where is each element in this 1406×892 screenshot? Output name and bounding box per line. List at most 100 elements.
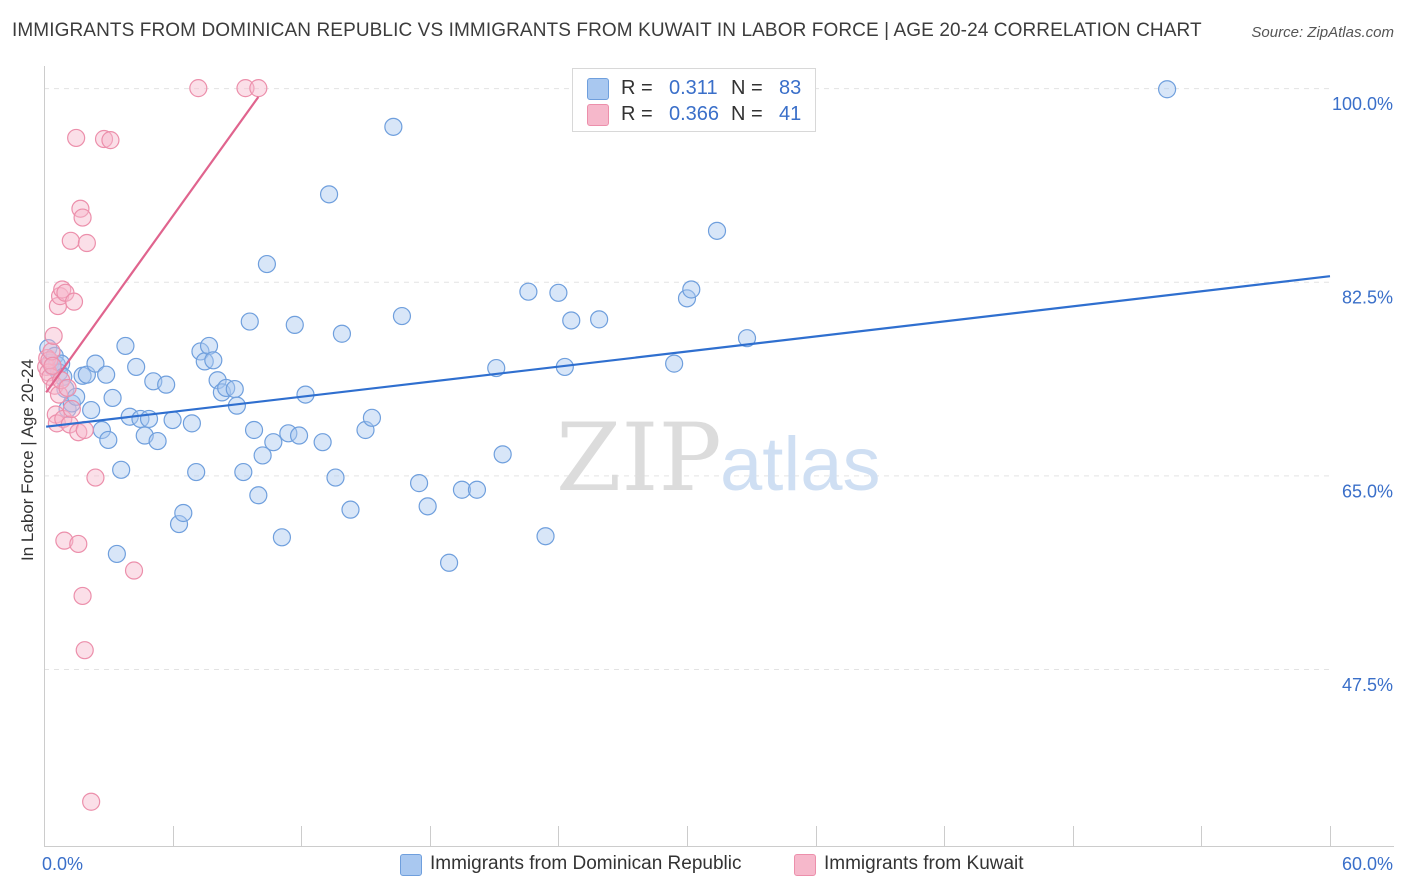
data-point: [562, 311, 581, 330]
data-point: [332, 324, 352, 343]
legend-label: Immigrants from Dominican Republic: [430, 853, 742, 874]
data-point: [313, 433, 332, 452]
y-tick-label: 82.5%: [1342, 288, 1393, 308]
data-point: [169, 514, 189, 534]
r-label: R =: [621, 77, 653, 99]
r-value: 0.311: [669, 77, 718, 99]
data-point: [244, 420, 264, 440]
source-site: ZipAtlas.com: [1307, 24, 1394, 41]
data-point: [362, 408, 382, 427]
data-point: [50, 287, 70, 306]
data-point: [341, 500, 360, 519]
series-legend: Immigrants from Dominican Republic Immig…: [0, 853, 1406, 879]
data-point: [253, 446, 272, 465]
data-point: [97, 365, 116, 384]
data-point: [101, 131, 120, 150]
data-point: [86, 354, 105, 373]
n-label: N =: [731, 103, 763, 125]
trend-line-kuwait: [45, 96, 260, 394]
legend-swatch-blue: [587, 78, 609, 100]
data-point: [94, 129, 114, 149]
data-point: [204, 351, 223, 370]
axes: [44, 66, 1394, 847]
data-point: [73, 586, 92, 606]
data-point: [536, 527, 555, 546]
data-point: [163, 410, 182, 430]
n-value: 83: [779, 77, 802, 99]
trend-lines: [45, 96, 1331, 428]
data-point: [42, 342, 61, 361]
data-point: [257, 254, 277, 274]
data-point: [64, 292, 84, 311]
data-point: [69, 534, 88, 554]
legend-swatch-pink: [794, 854, 816, 876]
data-point: [279, 424, 298, 443]
data-point: [590, 310, 609, 329]
data-point: [107, 544, 126, 564]
data-point: [127, 357, 146, 377]
x-tick-label: 60.0%: [1342, 854, 1393, 874]
data-point: [55, 531, 74, 550]
data-point: [116, 336, 135, 356]
data-point: [157, 375, 176, 394]
data-point: [272, 528, 292, 547]
data-point: [53, 280, 72, 299]
data-point: [75, 420, 94, 440]
x-tick-label: 0.0%: [42, 854, 83, 874]
data-point: [225, 379, 244, 399]
data-point: [86, 468, 105, 487]
data-point: [71, 199, 90, 218]
data-point: [519, 282, 538, 301]
legend-swatch-blue: [400, 854, 422, 876]
data-point: [493, 445, 512, 464]
y-tick-labels: 100.0% 82.5% 65.0% 47.5%: [1332, 94, 1393, 695]
data-point: [236, 79, 255, 98]
data-point: [409, 474, 429, 493]
data-point: [392, 306, 412, 326]
series-kuwait-points: [37, 79, 268, 811]
watermark-zip: ZIP: [556, 404, 722, 513]
data-point: [384, 117, 403, 136]
x-tick-labels: 0.0% 60.0%: [42, 854, 1393, 874]
chart-title: IMMIGRANTS FROM DOMINICAN REPUBLIC VS IM…: [12, 20, 1202, 41]
y-tick-label: 47.5%: [1342, 675, 1393, 695]
data-point: [319, 185, 339, 204]
data-point: [199, 336, 219, 356]
data-point: [549, 283, 568, 302]
data-point: [82, 792, 101, 811]
data-point: [43, 356, 62, 375]
data-point: [99, 430, 118, 450]
data-point: [439, 553, 459, 572]
r-value: 0.366: [669, 103, 720, 125]
data-point: [148, 431, 167, 451]
data-point: [77, 233, 96, 253]
data-point: [182, 414, 201, 433]
source-label: Source:: [1251, 24, 1304, 41]
data-point: [452, 480, 472, 499]
data-point: [487, 358, 506, 378]
legend-label: Immigrants from Kuwait: [824, 853, 1024, 874]
data-point: [234, 462, 253, 482]
n-value: 41: [779, 103, 802, 125]
data-point: [264, 433, 283, 452]
data-point: [103, 388, 122, 408]
data-point: [44, 326, 63, 346]
data-point: [73, 208, 92, 227]
y-axis-title: In Labor Force | Age 20-24: [18, 359, 37, 561]
trend-line-dominican: [46, 275, 1331, 428]
data-point: [189, 79, 208, 98]
data-point: [249, 79, 268, 98]
gridlines: [44, 88, 1330, 670]
data-point: [187, 462, 206, 482]
data-point: [124, 561, 144, 580]
data-point: [112, 460, 131, 479]
data-point: [467, 480, 487, 499]
data-point: [249, 486, 268, 505]
data-point: [737, 329, 757, 348]
data-point: [61, 231, 80, 250]
data-point: [289, 426, 309, 445]
y-tick-label: 100.0%: [1332, 94, 1393, 114]
y-tick-label: 65.0%: [1342, 481, 1393, 501]
data-point: [82, 400, 101, 420]
r-label: R =: [621, 103, 653, 125]
